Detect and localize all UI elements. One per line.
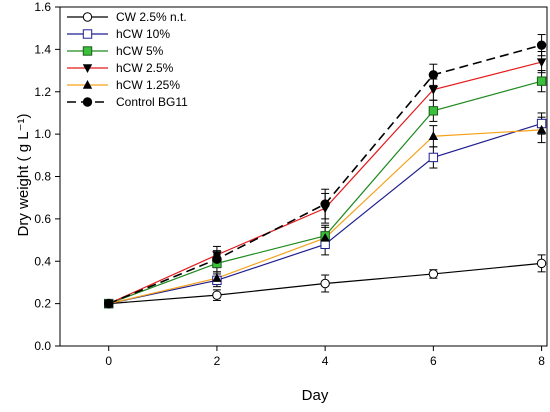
data-point [104, 298, 114, 309]
legend-marker [82, 46, 93, 56]
y-tick-label: 0.8 [34, 170, 51, 184]
data-point [428, 269, 439, 279]
y-tick-label: 0.6 [34, 212, 51, 226]
data-point [536, 258, 547, 269]
legend-label: CW 2.5% n.t. [116, 10, 187, 24]
x-tick-label: 0 [105, 354, 112, 368]
data-point [536, 124, 547, 134]
data-point [212, 273, 222, 282]
legend: CW 2.5% n.t. hCW 10% hCW 5% hCW 2.5% hCW 1.2… [67, 10, 188, 109]
legend-marker [82, 97, 93, 107]
y-tick-label: 0.2 [34, 297, 51, 311]
y-tick-label: 0.4 [34, 254, 51, 268]
legend-marker [82, 80, 93, 89]
data-point [212, 254, 222, 264]
x-axis-title: Day [302, 387, 329, 404]
data-point [320, 232, 330, 242]
x-tick-label: 2 [214, 354, 221, 368]
data-point [536, 40, 547, 50]
data-point [320, 199, 330, 209]
data-point [212, 290, 222, 300]
y-tick-label: 1.4 [34, 42, 51, 56]
legend-label: Control BG11 [116, 95, 188, 109]
data-markers [104, 40, 547, 309]
data-point [536, 58, 547, 68]
data-point [320, 278, 330, 289]
data-point [428, 70, 439, 80]
legend-label: hCW 5% [116, 44, 164, 58]
data-point [428, 85, 439, 95]
data-point [428, 106, 439, 116]
data-point [536, 76, 547, 86]
y-tick-label: 1.0 [34, 127, 51, 141]
data-point [428, 131, 439, 140]
x-tick-label: 6 [430, 354, 437, 368]
legend-label: hCW 1.25% [116, 78, 180, 92]
legend-marker [82, 64, 93, 73]
legend-label: hCW 10% [116, 27, 170, 41]
legend-marker [82, 29, 93, 39]
y-tick-label: 0.0 [34, 339, 51, 353]
axis-ticks: 0 2 4 6 8 0.0 0.2 0.4 0.6 0.8 1.0 1.2 1.4 1.6 [34, 0, 545, 368]
x-tick-label: 8 [538, 354, 545, 368]
series-lines [108, 44, 542, 305]
y-tick-label: 1.6 [34, 0, 51, 14]
legend-label: hCW 2.5% [116, 61, 174, 75]
y-axis-title: Dry weight ( g L⁻¹) [15, 114, 32, 237]
legend-marker [82, 12, 93, 22]
y-tick-label: 1.2 [34, 85, 51, 99]
x-tick-label: 4 [322, 354, 329, 368]
data-point [428, 152, 439, 163]
